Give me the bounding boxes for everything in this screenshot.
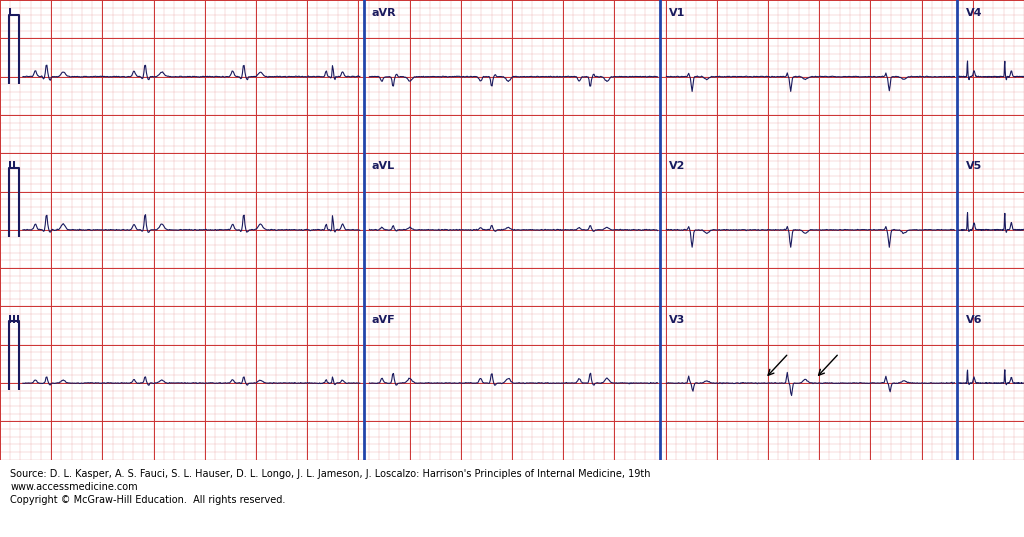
Text: aVL: aVL [372, 162, 395, 171]
Text: V4: V4 [966, 8, 982, 18]
Text: V3: V3 [669, 315, 685, 325]
Text: V1: V1 [669, 8, 685, 18]
Text: III: III [8, 315, 20, 325]
Text: Source: D. L. Kasper, A. S. Fauci, S. L. Hauser, D. L. Longo, J. L. Jameson, J. : Source: D. L. Kasper, A. S. Fauci, S. L.… [10, 469, 650, 505]
Text: aVR: aVR [372, 8, 396, 18]
Text: V6: V6 [966, 315, 982, 325]
Text: V5: V5 [966, 162, 982, 171]
Text: II: II [8, 162, 16, 171]
Text: aVF: aVF [372, 315, 395, 325]
Text: V2: V2 [669, 162, 685, 171]
Text: I: I [8, 8, 12, 18]
